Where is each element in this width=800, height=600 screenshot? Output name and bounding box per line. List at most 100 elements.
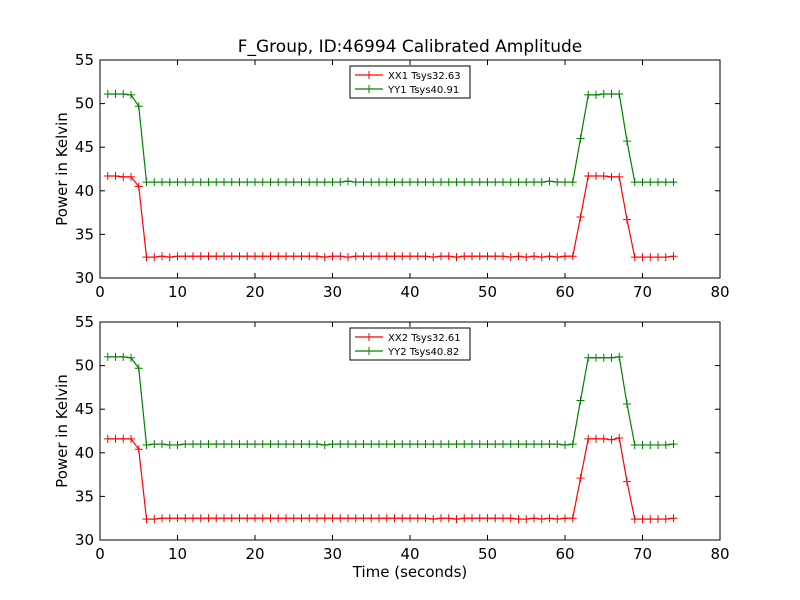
panel2-legend-label-2: YY2 Tsys40.82 [387, 347, 459, 358]
panel2-series-1-point [181, 514, 190, 523]
panel2-series-2-point [654, 440, 662, 449]
panel1-series-2-point [654, 178, 662, 187]
panel1-series-2-point [227, 178, 236, 187]
panel2-series-1-point [452, 515, 461, 524]
panel1-series-2-point [468, 178, 476, 187]
panel1-series-2-point [382, 178, 391, 187]
panel2-series-2-point [638, 440, 647, 449]
panel2-x-tick-label: 40 [400, 545, 419, 563]
panel1-y-tick-label: 50 [75, 95, 94, 113]
panel1-series-2-point [545, 177, 554, 186]
panel2-series-1-point [165, 514, 174, 523]
panel1-series-2-point [576, 134, 585, 143]
panel1-series-1-point [328, 252, 337, 261]
panel1-series-1-point [127, 172, 135, 181]
panel2-series-2-point [336, 440, 345, 449]
panel1-series-2-point [390, 178, 399, 187]
panel1-series-2-point [444, 178, 453, 187]
panel2-series-1-point [638, 515, 647, 524]
panel2-series-1-point [553, 515, 562, 524]
panel1-series-1-point [592, 171, 600, 180]
panel1-series-1-point [630, 253, 639, 262]
panel1-series-2-point [336, 178, 345, 187]
panel2-y-tick-label: 55 [75, 313, 94, 331]
panel1-series-1-point [336, 252, 345, 261]
panel2-y-axis-label: Power in Kelvin [53, 374, 71, 488]
panel1-series-2-point [289, 178, 298, 187]
panel1-x-tick-label: 80 [710, 283, 729, 301]
panel1-x-tick-label: 30 [323, 283, 342, 301]
panel1-series-1-point [390, 252, 399, 261]
panel2-series-2-point [592, 353, 600, 362]
panel2-x-tick-label: 30 [323, 545, 342, 563]
panel1-series-2-point [142, 178, 151, 187]
panel2-series-2-point [421, 440, 430, 449]
panel1-series-1-point [654, 253, 662, 262]
panel2-series-2-point [576, 396, 585, 405]
panel2-series-2-point [204, 440, 213, 449]
panel1-series-1-point [134, 182, 143, 191]
panel2-series-2-point [491, 440, 500, 449]
panel1-series-2-point [553, 178, 562, 187]
panel1-series-1-point [266, 252, 275, 261]
panel2-series-1-point [468, 514, 476, 523]
panel2-series-2-point [359, 440, 368, 449]
panel1-series-1-point [491, 252, 500, 261]
panel2-series-1-point [103, 434, 112, 443]
panel1-series-2-point [429, 178, 438, 187]
panel1-series-1-point [103, 171, 112, 180]
panel1-series-1-point [437, 252, 445, 261]
panel1-series-2-point [530, 178, 538, 187]
panel1-series-1-point [623, 215, 631, 224]
panel2-series-2-point [375, 440, 383, 449]
panel2-series-1-point [429, 515, 438, 524]
panel2-series-1-point [251, 514, 259, 523]
panel1-series-2-point [204, 178, 213, 187]
panel1-series-1-point [227, 252, 236, 261]
panel1-series-2-point [460, 178, 469, 187]
panel1-series-1-point [599, 171, 608, 180]
panel2-series-1-point [460, 514, 469, 523]
panel2-series-2-point [561, 440, 569, 449]
panel2-series-1-point [615, 433, 624, 442]
panel1-series-2-point [189, 178, 197, 187]
panel1-series-1-point [661, 253, 670, 262]
panel2-series-2-point [584, 353, 593, 362]
panel2-series-2-point [390, 440, 399, 449]
panel2-series-2-point [367, 440, 376, 449]
panel2-y-tick-label: 35 [75, 487, 94, 505]
panel1-series-2-point [615, 90, 624, 99]
panel1-series-1-point [421, 252, 430, 261]
panel2-series-1-point [227, 514, 236, 523]
panel2-series-1-point [134, 445, 143, 454]
panel2-series-1-point [313, 514, 321, 523]
panel2-series-2-point [630, 440, 639, 449]
panel2-series-1-point [599, 434, 608, 443]
panel1-series-1-point [429, 253, 438, 262]
panel2-series-1-point [561, 514, 569, 523]
panel1-series-2-point [406, 178, 414, 187]
panel2-series-2-point [568, 440, 577, 449]
panel1-series-1-point [483, 252, 492, 261]
panel1-series-1-point [382, 252, 391, 261]
panel1-legend-marker-1 [365, 71, 373, 79]
panel1-series-2-point [344, 177, 352, 186]
panel2-series-1-point [514, 515, 523, 524]
panel1-series-2-point [181, 178, 190, 187]
panel2-x-tick-label: 50 [478, 545, 497, 563]
panel1-series-1-point [165, 253, 174, 262]
panel2-series-2-point [158, 440, 166, 449]
panel2-series-2-point [506, 440, 515, 449]
panel2-series-1-point [576, 474, 585, 483]
panel2-series-2-point [150, 440, 159, 449]
panel1-series-1-point [522, 253, 531, 262]
panel2-series-1-point [173, 514, 182, 523]
panel1-series-1-point [274, 252, 283, 261]
panel2-series-1-point [320, 514, 329, 523]
panel1-series-2-point [669, 178, 678, 187]
panel1-series-2-point [212, 178, 221, 187]
panel2-series-2-point [297, 440, 306, 449]
panel1-series-1-point [297, 252, 306, 261]
panel1-series-2-point [607, 90, 616, 99]
panel2-series-1-point [654, 515, 662, 524]
